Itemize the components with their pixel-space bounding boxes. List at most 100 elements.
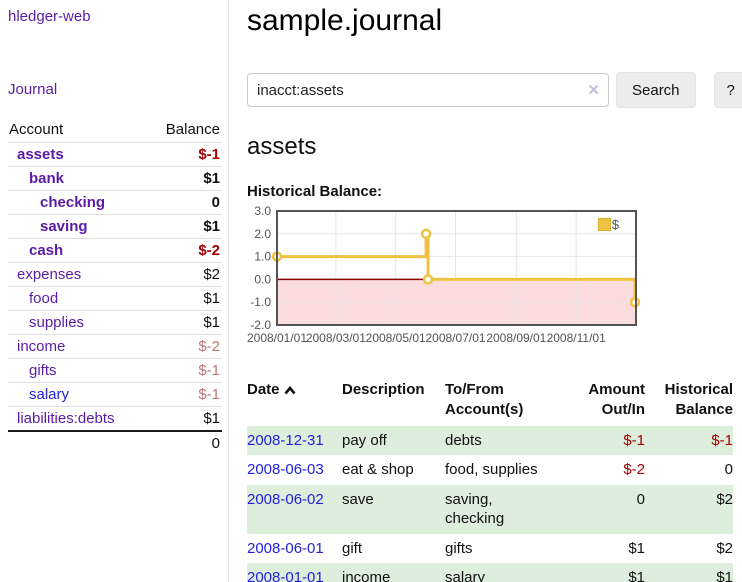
account-balance: $1 (147, 406, 222, 431)
sort-ascending-icon (284, 381, 296, 401)
account-row: cash $-2 (8, 238, 222, 263)
register-balance: $2 (716, 490, 733, 508)
svg-text:3.0: 3.0 (254, 204, 271, 218)
register-row: 2008-01-01 income salary $1 $1 (247, 563, 733, 582)
account-balance: 0 (147, 190, 222, 215)
account-link-bank[interactable]: bank (29, 170, 65, 187)
account-link-liabilities-debts[interactable]: liabilities:debts (17, 410, 115, 427)
register-row: 2008-12-31 pay off debts $-1 $-1 (247, 425, 733, 456)
svg-text:1.0: 1.0 (254, 250, 271, 264)
register-header-date: Date (247, 376, 342, 426)
account-row: expenses $2 (8, 262, 222, 287)
account-link-saving[interactable]: saving (40, 218, 88, 235)
register-date-link[interactable]: 2008-06-01 (247, 539, 324, 557)
svg-text:-1.0: -1.0 (250, 295, 271, 309)
search-input[interactable] (247, 73, 609, 107)
account-balance: $1 (147, 310, 222, 335)
register-header-amount: Amount Out/In (588, 381, 645, 418)
account-link-checking[interactable]: checking (40, 194, 106, 211)
register-header-accounts: To/From Account(s) (445, 381, 524, 418)
svg-text:2008/05/01: 2008/05/01 (366, 331, 426, 345)
register-description: income (342, 569, 391, 582)
register-balance: $2 (716, 539, 733, 557)
account-balance: $1 (147, 166, 222, 191)
chart-canvas: 3.0 2.0 1.0 0.0 -1.0 -2.02008/01/012008/03/01… (247, 204, 641, 345)
account-link-food[interactable]: food (29, 290, 59, 307)
svg-text:2008/11/01: 2008/11/01 (547, 331, 606, 345)
register-amount: $-2 (623, 461, 645, 479)
register-table: Date Description To/From Account(s) Amou… (247, 376, 733, 582)
accounts-table: Account Balance assets $-1 bank $1 check… (8, 118, 222, 455)
account-row: gifts $-1 (8, 358, 222, 383)
register-description: save (342, 490, 374, 508)
account-link-cash[interactable]: cash (29, 242, 64, 259)
page-title: sample.journal (247, 4, 443, 37)
register-date-link[interactable]: 2008-12-31 (247, 431, 324, 449)
register-row: 2008-06-01 gift gifts $1 $2 (247, 534, 733, 564)
account-row: saving $1 (8, 214, 222, 239)
register-accounts: gifts (445, 539, 473, 557)
main-content: sample.journal ✕ Search ? assets Histori… (229, 0, 742, 582)
account-balance: $1 (147, 214, 222, 239)
register-accounts: saving, checking (445, 490, 505, 528)
accounts-header-balance: Balance (165, 121, 220, 138)
register-date-link[interactable]: 2008-06-02 (247, 490, 324, 508)
register-header-balance: Historical Balance (664, 381, 733, 418)
account-balance: $-2 (147, 238, 222, 263)
account-link-salary[interactable]: salary (29, 386, 70, 403)
account-row: liabilities:debts $1 (8, 406, 222, 431)
register-balance: 0 (724, 461, 733, 479)
search-form: ✕ Search ? (247, 72, 742, 108)
register-amount: $1 (628, 539, 645, 557)
account-row: supplies $1 (8, 310, 222, 335)
register-balance: $-1 (711, 431, 733, 449)
svg-text:2008/07/01: 2008/07/01 (425, 331, 485, 345)
register-accounts: salary (445, 569, 486, 582)
register-amount: 0 (636, 490, 645, 508)
svg-text:2008/01/01: 2008/01/01 (247, 331, 307, 345)
account-heading: assets (247, 133, 317, 160)
svg-text:0.0: 0.0 (254, 272, 271, 286)
account-link-gifts[interactable]: gifts (29, 362, 57, 379)
account-row: income $-2 (8, 334, 222, 359)
account-balance: $-1 (147, 142, 222, 167)
legend-swatch-icon (597, 218, 611, 231)
account-balance: $1 (147, 286, 222, 311)
register-accounts: food, supplies (445, 461, 538, 479)
search-help-button[interactable]: ? (713, 72, 742, 108)
svg-text:2.0: 2.0 (254, 227, 271, 241)
chart-legend: $ (597, 217, 619, 232)
svg-text:2008/03/01: 2008/03/01 (306, 331, 366, 345)
account-link-assets[interactable]: assets (17, 146, 64, 163)
register-row: 2008-06-02 save saving, checking 0 $2 (247, 484, 733, 534)
legend-series-label: $ (611, 217, 619, 232)
account-link-expenses[interactable]: expenses (17, 266, 82, 283)
register-description: eat & shop (342, 461, 414, 479)
register-amount: $1 (628, 569, 645, 582)
account-row: food $1 (8, 286, 222, 311)
app-brand-link[interactable]: hledger-web (8, 8, 91, 25)
clear-search-icon[interactable]: ✕ (587, 82, 600, 99)
account-link-income[interactable]: income (17, 338, 66, 355)
account-row: bank $1 (8, 166, 222, 191)
chart-title: Historical Balance: (247, 183, 383, 200)
search-button[interactable]: Search (616, 72, 696, 108)
register-accounts: debts (445, 431, 482, 449)
account-balance: $-2 (147, 334, 222, 359)
accounts-header-account: Account (9, 121, 64, 138)
register-description: gift (342, 539, 363, 557)
account-row: salary $-1 (8, 382, 222, 407)
svg-text:-2.0: -2.0 (250, 318, 271, 332)
account-balance: $2 (147, 262, 222, 287)
svg-text:2008/09/01: 2008/09/01 (486, 331, 546, 345)
register-header-row: Date Description To/From Account(s) Amou… (247, 376, 733, 426)
account-link-supplies[interactable]: supplies (29, 314, 85, 331)
register-amount: $-1 (623, 431, 645, 449)
register-date-link[interactable]: 2008-06-03 (247, 461, 324, 479)
nav-journal-link[interactable]: Journal (8, 81, 58, 98)
sidebar: hledger-web Journal Account Balance asse… (0, 0, 229, 582)
historical-balance-chart: 3.0 2.0 1.0 0.0 -1.0 -2.0 2008/01/01 2008/03/01… (247, 204, 647, 354)
register-header-description: Description (342, 381, 425, 398)
account-row: assets $-1 (8, 142, 222, 167)
register-date-link[interactable]: 2008-01-01 (247, 569, 324, 582)
